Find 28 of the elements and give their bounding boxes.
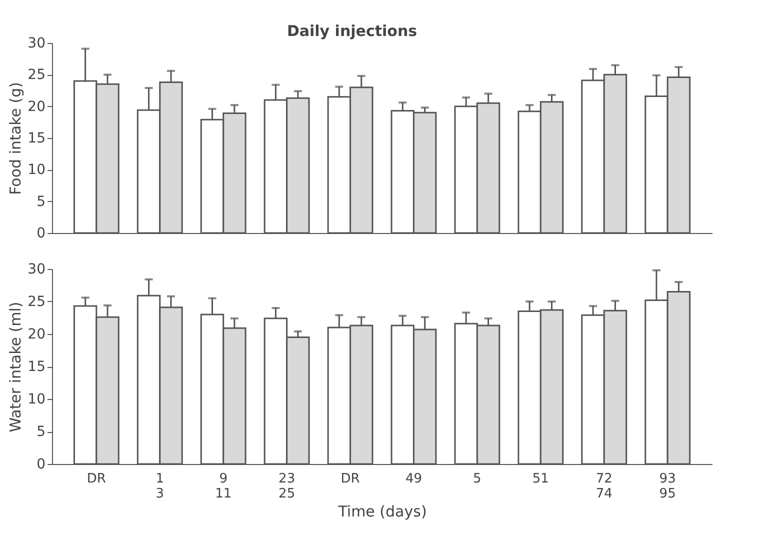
y-tick-label: 10 [28,162,46,178]
x-tick-label: DR [340,472,360,486]
x-tick-label: 72 74 [596,472,612,502]
x-tick-label: 49 [405,472,422,486]
y-tick-label: 25 [28,294,46,310]
y-axis-title: Water intake (ml) [6,302,25,432]
x-axis-title: Time (days) [337,502,427,520]
x-tick-label: 5 [473,472,482,486]
y-tick-label: 20 [28,326,46,342]
y-tick-label: 30 [28,36,46,52]
y-tick-label: 0 [36,456,46,472]
y-tick-label: 5 [36,194,46,210]
y-tick-label: 15 [28,359,46,375]
y-tick-label: 25 [28,67,46,84]
x-tick-label: 9 11 [215,472,232,502]
x-tick-label: DR [86,472,106,486]
y-tick-label: 30 [28,262,46,278]
x-tick-label: 1 3 [156,472,164,502]
y-tick-label: 15 [28,130,46,146]
x-tick-label: 51 [532,472,549,486]
y-tick-label: 5 [36,424,46,440]
x-tick-label: 23 25 [278,472,296,502]
y-tick-label: 20 [28,98,46,115]
text: Daily injections [286,22,418,40]
y-tick-label: 0 [36,226,46,242]
x-tick-label: 93 95 [659,472,676,502]
y-axis-title: Food intake (g) [6,82,25,195]
y-tick-label: 10 [28,392,46,408]
